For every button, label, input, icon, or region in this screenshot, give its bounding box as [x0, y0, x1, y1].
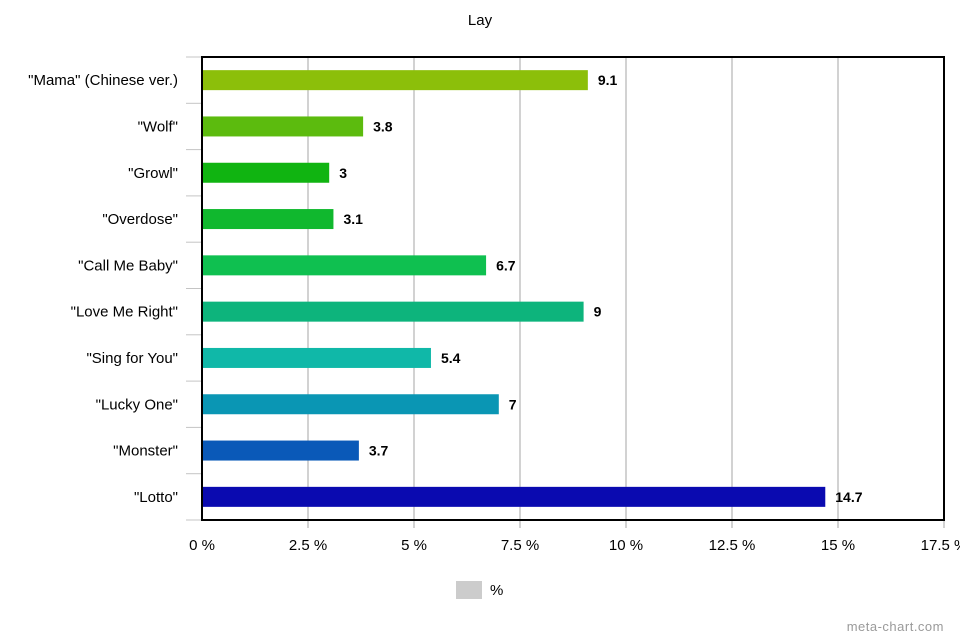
- legend-label: %: [490, 581, 504, 599]
- data-label: 9.1: [598, 72, 618, 88]
- category-label: "Lucky One": [96, 396, 178, 413]
- data-label: 3: [339, 165, 347, 181]
- bar: [202, 209, 334, 230]
- x-tick-label: 10 %: [609, 537, 643, 554]
- bar: [202, 347, 431, 368]
- category-label: "Sing for You": [86, 350, 178, 367]
- category-label: "Mama" (Chinese ver.): [28, 72, 178, 89]
- x-tick-label: 15 %: [821, 537, 855, 554]
- x-tick-label: 2.5 %: [289, 537, 327, 554]
- legend: %: [456, 581, 503, 599]
- bar: [202, 255, 487, 276]
- x-tick-label: 17.5 %: [921, 537, 960, 554]
- legend-swatch: [456, 581, 482, 599]
- x-tick-label: 7.5 %: [501, 537, 539, 554]
- category-label: "Wolf": [138, 118, 178, 135]
- x-tick-label: 5 %: [401, 537, 427, 554]
- bar: [202, 394, 499, 415]
- bar: [202, 440, 359, 461]
- category-label: "Monster": [113, 443, 178, 460]
- x-tick-label: 0 %: [189, 537, 215, 554]
- category-label: "Call Me Baby": [78, 257, 178, 274]
- data-label: 14.7: [835, 489, 862, 505]
- data-label: 3.1: [343, 211, 363, 227]
- category-label: "Lotto": [134, 489, 178, 506]
- data-label: 5.4: [441, 350, 461, 366]
- bar: [202, 162, 330, 183]
- bar: [202, 301, 584, 322]
- category-label: "Overdose": [102, 211, 178, 228]
- data-label: 3.8: [373, 118, 393, 134]
- data-label: 6.7: [496, 257, 516, 273]
- category-label: "Growl": [128, 165, 178, 182]
- bar: [202, 116, 364, 137]
- credit-text: meta-chart.com: [846, 619, 944, 634]
- plot-border: [201, 56, 945, 521]
- x-tick-label: 12.5 %: [709, 537, 756, 554]
- bar: [202, 70, 588, 91]
- data-label: 3.7: [369, 443, 389, 459]
- data-label: 7: [509, 396, 517, 412]
- chart-title: Lay: [467, 12, 493, 29]
- category-label: "Love Me Right": [71, 304, 178, 321]
- data-label: 9: [594, 304, 602, 320]
- bar: [202, 486, 826, 507]
